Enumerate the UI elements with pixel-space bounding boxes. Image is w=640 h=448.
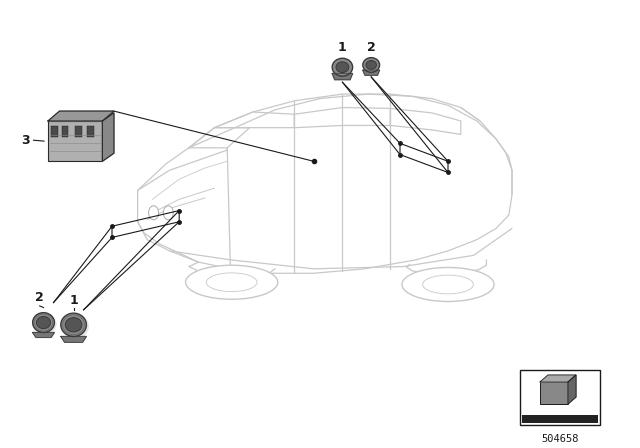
Bar [520,370,600,425]
Polygon shape [363,70,380,75]
Ellipse shape [363,58,380,72]
Ellipse shape [63,315,84,335]
Bar [540,382,568,404]
Ellipse shape [62,314,89,338]
Ellipse shape [65,318,82,332]
Polygon shape [61,336,86,342]
Text: 2: 2 [35,291,44,305]
Ellipse shape [36,316,51,329]
Ellipse shape [61,313,86,336]
Polygon shape [33,332,54,337]
Ellipse shape [34,313,56,334]
Ellipse shape [206,273,257,292]
Polygon shape [540,375,576,382]
Ellipse shape [422,275,474,294]
Bar [87,126,93,137]
Bar [51,126,58,137]
Text: 1: 1 [69,293,78,307]
Ellipse shape [336,62,349,73]
Bar [61,126,68,137]
Ellipse shape [402,267,494,302]
Ellipse shape [35,314,52,331]
Polygon shape [48,111,114,121]
Text: 1: 1 [338,40,347,54]
Text: 3: 3 [21,134,30,147]
Ellipse shape [163,206,173,220]
Ellipse shape [332,58,353,76]
Polygon shape [102,113,114,161]
Text: 504658: 504658 [541,434,579,444]
Bar [522,415,598,423]
Ellipse shape [366,60,376,69]
Bar [48,121,102,161]
Ellipse shape [33,313,54,332]
Polygon shape [568,375,576,404]
Ellipse shape [186,265,278,299]
Bar [76,126,82,137]
Polygon shape [332,73,353,80]
Text: 2: 2 [367,40,376,54]
Ellipse shape [148,206,159,220]
